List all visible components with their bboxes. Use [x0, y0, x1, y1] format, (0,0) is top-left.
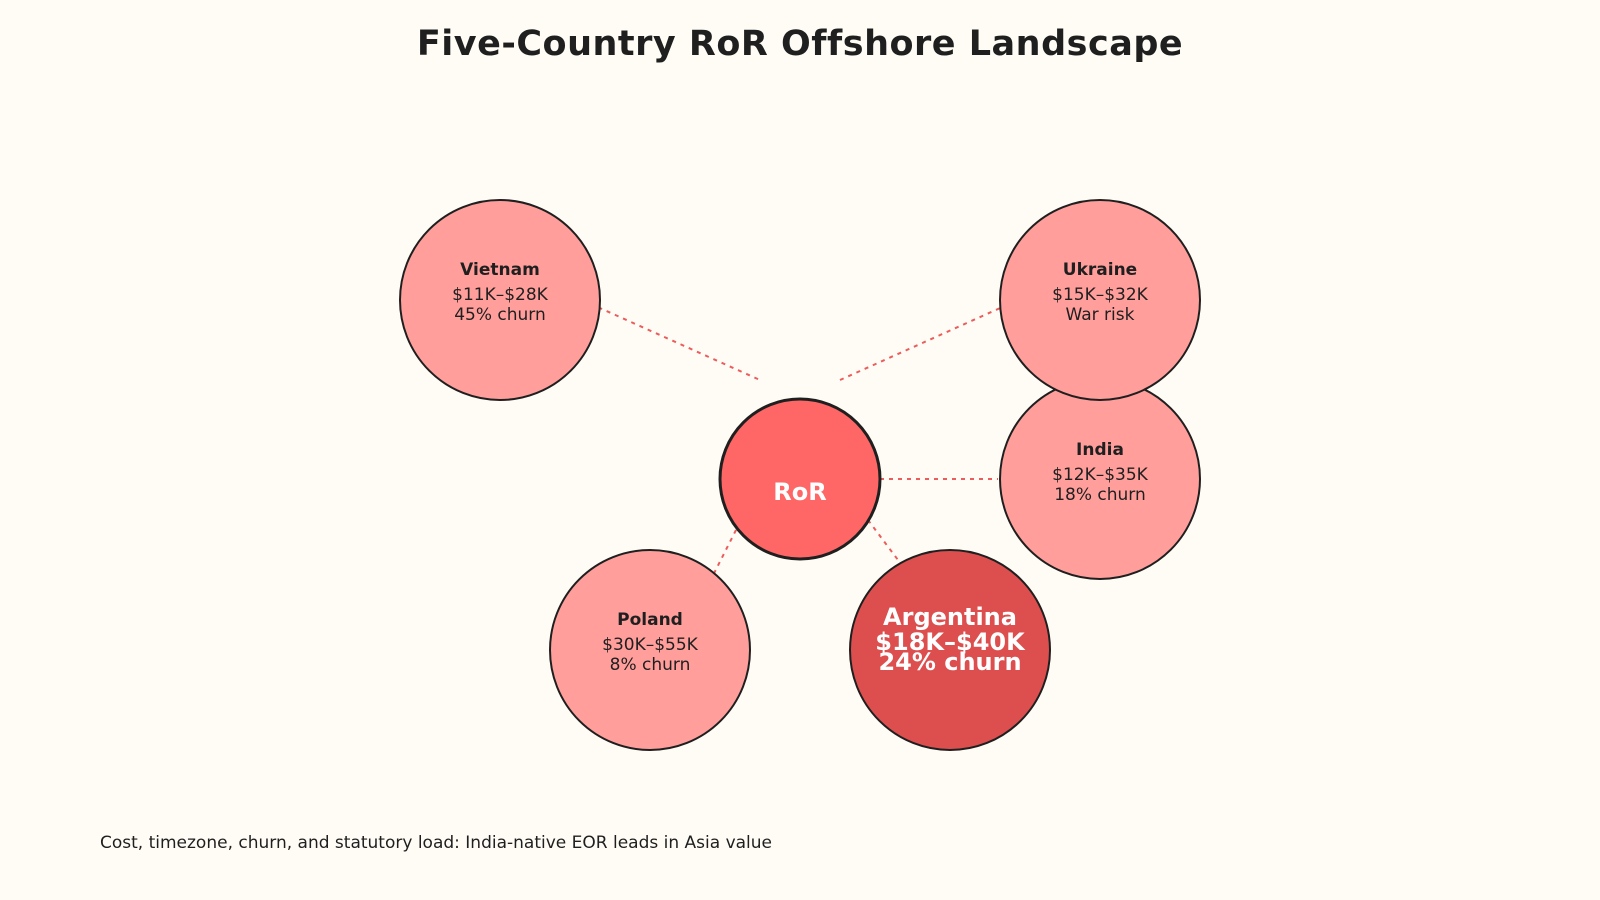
connector-vietnam: [581, 299, 761, 381]
connector-poland: [701, 529, 737, 598]
node-vietnam-name: Vietnam: [460, 260, 540, 280]
node-vietnam: Vietnam $11K–$28K 45% churn: [399, 199, 601, 401]
node-poland-cost: $30K–$55K: [602, 635, 699, 655]
node-india-name: India: [1076, 440, 1124, 460]
diagram-title: Five-Country RoR Offshore Landscape: [416, 24, 1184, 64]
node-ukraine-note: War risk: [1066, 305, 1135, 325]
node-poland: Poland $30K–$55K 8% churn: [549, 549, 751, 751]
node-ukraine: Ukraine $15K–$32K War risk: [999, 199, 1201, 401]
node-ukraine-name: Ukraine: [1063, 260, 1137, 280]
hub-node: RoR: [718, 397, 882, 561]
node-poland-name: Poland: [617, 610, 683, 630]
node-vietnam-cost: $11K–$28K: [452, 285, 549, 305]
node-india: India $12K–$35K 18% churn: [999, 378, 1201, 580]
node-argentina-cost: $18K–$40K: [875, 628, 1026, 656]
node-argentina-name: Argentina: [883, 603, 1017, 631]
node-poland-note: 8% churn: [610, 655, 691, 675]
hub-label: RoR: [773, 478, 826, 506]
node-vietnam-note: 45% churn: [454, 305, 546, 325]
node-india-cost: $12K–$35K: [1052, 465, 1149, 485]
node-argentina: Argentina $18K–$40K 24% churn: [849, 549, 1051, 751]
node-argentina-note: 24% churn: [878, 648, 1021, 676]
node-india-note: 18% churn: [1054, 485, 1146, 505]
node-ukraine-cost: $15K–$32K: [1052, 285, 1149, 305]
caption: Cost, timezone, churn, and statutory loa…: [100, 833, 773, 853]
connector-ukraine: [839, 299, 1019, 381]
